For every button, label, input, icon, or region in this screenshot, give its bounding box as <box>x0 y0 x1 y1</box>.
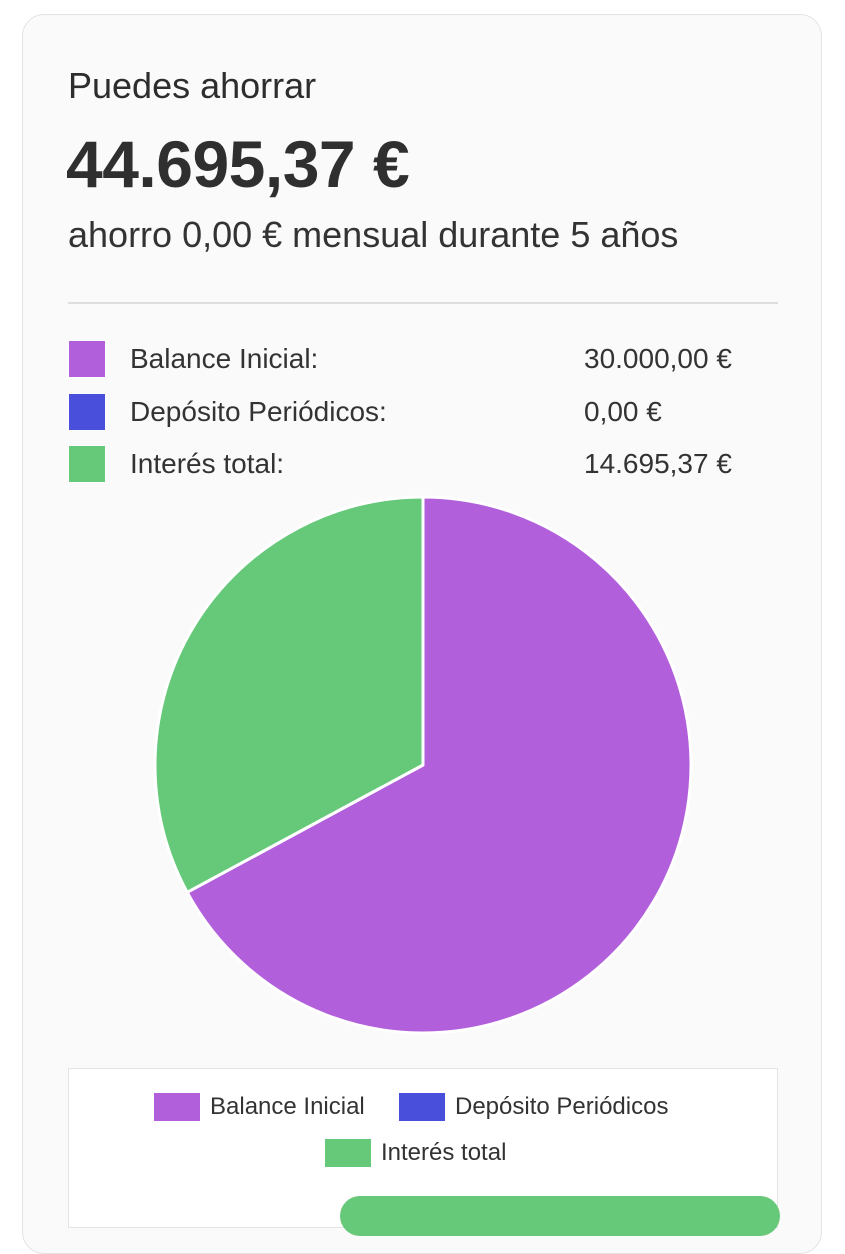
breakdown-value-interest: 14.695,37 € <box>584 448 732 479</box>
savings-headline: Puedes ahorrar <box>68 65 317 106</box>
legend-swatch-interest <box>325 1139 371 1167</box>
breakdown-label-deposits: Depósito Periódicos: <box>130 396 387 427</box>
breakdown-value-balance: 30.000,00 € <box>584 343 732 374</box>
bottom-action-button[interactable] <box>340 1196 780 1236</box>
legend-label-balance: Balance Inicial <box>210 1093 365 1120</box>
breakdown-label-balance: Balance Inicial: <box>130 343 319 374</box>
balance-color-swatch <box>68 340 106 378</box>
deposits-color-swatch <box>68 393 106 431</box>
total-savings-amount: 44.695,37 € <box>66 127 410 201</box>
interest-color-swatch <box>68 445 106 483</box>
savings-description: ahorro 0,00 € mensual durante 5 años <box>68 214 679 255</box>
pie-slice-interes-total[interactable] <box>153 495 425 894</box>
section-divider <box>68 302 778 304</box>
breakdown-row-balance: Balance Inicial: 30.000,00 € <box>68 340 748 380</box>
legend-swatch-deposits <box>399 1093 445 1121</box>
breakdown-label-interest: Interés total: <box>130 448 285 479</box>
breakdown-row-deposits: Depósito Periódicos: 0,00 € <box>68 393 748 433</box>
pie-slice-balance-inicial[interactable] <box>185 495 693 1035</box>
legend-swatch-balance <box>154 1093 200 1121</box>
breakdown-row-interest: Interés total: 14.695,37 € <box>68 445 748 485</box>
legend-label-interest: Interés total <box>381 1139 507 1166</box>
breakdown-value-deposits: 0,00 € <box>584 396 662 427</box>
legend-label-deposits: Depósito Periódicos <box>455 1093 669 1120</box>
savings-pie-chart <box>153 495 693 1035</box>
